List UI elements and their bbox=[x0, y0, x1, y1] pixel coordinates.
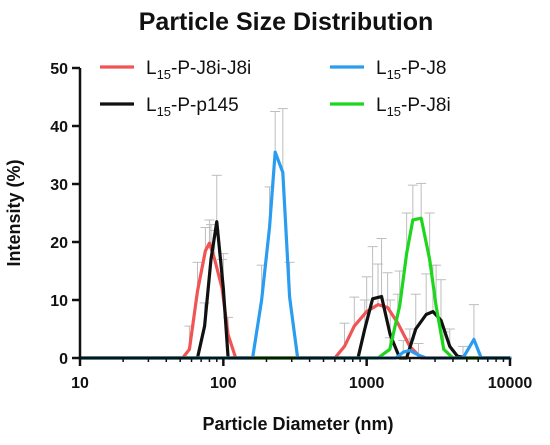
series-line bbox=[78, 216, 512, 360]
legend-label: L15-P-J8 bbox=[376, 58, 446, 82]
series-line bbox=[78, 150, 512, 360]
y-tick-label: 30 bbox=[50, 177, 68, 194]
series-line bbox=[78, 220, 512, 360]
error-bars bbox=[184, 108, 479, 358]
x-tick-label: 100 bbox=[210, 375, 237, 392]
legend-label: L15-P-p145 bbox=[146, 95, 239, 119]
x-axis-label: Particle Diameter (nm) bbox=[202, 414, 393, 434]
x-tick-label: 10 bbox=[71, 375, 89, 392]
legend-label: L15-P-J8i bbox=[376, 95, 451, 119]
x-tick-label: 10000 bbox=[488, 375, 533, 392]
legend: L15-P-J8i-J8i L15-P-J8 L15-P-p145 L15-P-J8i bbox=[100, 58, 451, 119]
series-lines bbox=[78, 150, 512, 360]
chart-title: Particle Size Distribution bbox=[139, 8, 434, 36]
y-tick-label: 50 bbox=[50, 61, 68, 78]
y-axis-label: Intensity (%) bbox=[4, 159, 24, 266]
x-tick-label: 1000 bbox=[349, 375, 385, 392]
y-tick-label: 20 bbox=[50, 235, 68, 252]
legend-label: L15-P-J8i-J8i bbox=[146, 58, 251, 82]
y-tick-label: 0 bbox=[59, 351, 68, 368]
y-tick-label: 10 bbox=[50, 293, 68, 310]
y-tick-label: 40 bbox=[50, 119, 68, 136]
